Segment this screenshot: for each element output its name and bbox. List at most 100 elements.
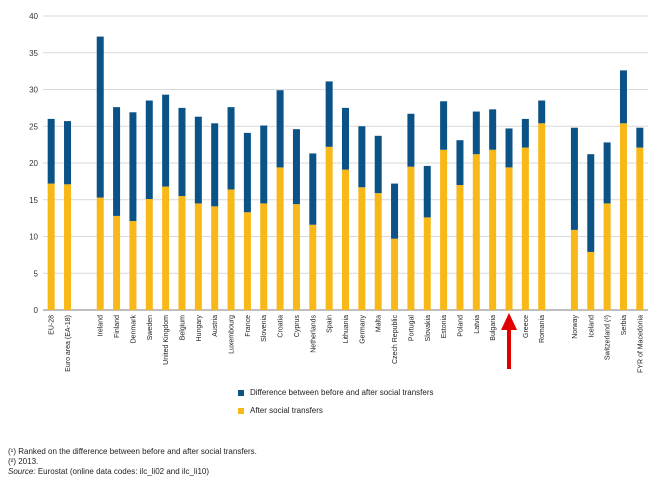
bar-after-17 — [325, 146, 333, 310]
bar-after-9 — [194, 203, 202, 310]
footnote-1: (¹) Ranked on the difference between bef… — [8, 447, 257, 456]
bar-difference-8 — [178, 107, 186, 197]
legend-item-difference: Difference between before and after soci… — [238, 388, 434, 397]
bar-difference-22 — [407, 113, 415, 167]
bar-difference-34 — [603, 142, 611, 204]
source-label: Source: — [8, 467, 36, 476]
bar-after-10 — [211, 206, 219, 310]
bar-difference-19 — [358, 126, 366, 188]
annotation-arrow-head — [501, 313, 518, 330]
bar-after-35 — [619, 123, 627, 310]
bar-difference-0 — [47, 118, 55, 184]
y-tick-label-25: 25 — [29, 122, 38, 131]
bar-difference-16 — [309, 153, 317, 225]
x-tick-label-17: Spain — [327, 315, 334, 333]
bar-after-20 — [374, 193, 382, 310]
x-tick-label-4: Finland — [114, 315, 121, 338]
bar-difference-3 — [96, 36, 104, 198]
source-text: Eurostat (online data codes: ilc_li02 an… — [37, 467, 210, 476]
bar-after-7 — [162, 186, 170, 310]
bar-after-21 — [391, 238, 399, 310]
y-tick-label-15: 15 — [29, 196, 38, 205]
bar-difference-26 — [472, 111, 480, 155]
x-tick-label-33: Iceland — [588, 315, 595, 338]
y-tick-label-10: 10 — [29, 233, 38, 242]
bar-after-1 — [64, 184, 72, 310]
footnotes: (¹) Ranked on the difference between bef… — [8, 447, 257, 477]
x-tick-label-11: Luxembourg — [229, 315, 236, 354]
x-tick-label-26: Latvia — [474, 315, 481, 334]
bar-after-15 — [292, 204, 300, 310]
bar-difference-28 — [505, 128, 513, 168]
bar-difference-18 — [342, 107, 349, 170]
bar-difference-6 — [145, 100, 153, 200]
bar-difference-21 — [391, 183, 399, 239]
bar-after-8 — [178, 196, 186, 310]
source-line: Source: Eurostat (online data codes: ilc… — [8, 467, 257, 477]
bar-after-26 — [472, 154, 480, 310]
x-tick-label-13: Slovenia — [261, 315, 268, 342]
bar-difference-32 — [570, 127, 578, 230]
x-tick-label-24: Estonia — [441, 315, 448, 338]
bar-difference-33 — [587, 154, 595, 252]
x-tick-label-5: Denmark — [130, 315, 137, 344]
bar-after-14 — [276, 167, 284, 310]
bar-difference-25 — [456, 140, 464, 186]
y-tick-label-0: 0 — [34, 306, 39, 315]
footnote-2: (²) 2013. — [8, 457, 39, 466]
x-tick-label-34: Switzerland (²) — [605, 315, 612, 360]
bar-difference-23 — [423, 165, 431, 218]
x-tick-label-35: Serbia — [621, 315, 628, 335]
bar-after-5 — [129, 221, 137, 310]
x-tick-label-19: Germany — [359, 315, 366, 344]
y-tick-label-5: 5 — [34, 269, 39, 278]
bar-after-11 — [227, 189, 235, 310]
bar-after-6 — [145, 199, 153, 310]
bar-difference-24 — [440, 101, 448, 150]
bar-difference-15 — [292, 129, 300, 205]
x-tick-label-3: Ireland — [98, 315, 105, 337]
x-tick-label-30: Romania — [539, 315, 546, 343]
x-tick-label-12: France — [245, 315, 252, 337]
y-tick-label-40: 40 — [29, 12, 38, 21]
bar-after-25 — [456, 185, 464, 310]
x-tick-label-0: EU-28 — [49, 315, 56, 335]
legend-label-difference: Difference between before and after soci… — [250, 388, 434, 397]
bar-difference-7 — [162, 94, 170, 187]
bar-after-34 — [603, 203, 611, 310]
bar-difference-36 — [636, 127, 644, 148]
x-tick-label-25: Poland — [457, 315, 464, 337]
bar-after-32 — [570, 229, 578, 310]
x-tick-label-15: Cyprus — [294, 315, 301, 338]
legend-swatch-difference — [238, 389, 244, 396]
bar-after-12 — [243, 212, 251, 310]
x-tick-label-27: Bulgaria — [490, 315, 497, 341]
legend-swatch-after — [238, 407, 244, 414]
x-tick-label-14: Croatia — [278, 315, 285, 338]
bar-after-27 — [489, 149, 497, 310]
x-tick-label-18: Lithuania — [343, 315, 350, 344]
x-tick-label-32: Norway — [572, 315, 579, 339]
x-tick-label-22: Portugal — [408, 315, 415, 342]
y-tick-label-35: 35 — [29, 49, 38, 58]
x-tick-label-10: Austria — [212, 315, 219, 337]
bar-after-3 — [96, 197, 104, 310]
x-tick-label-8: Belgium — [179, 315, 186, 340]
bar-difference-20 — [374, 135, 382, 194]
bar-after-30 — [538, 123, 546, 310]
bar-difference-17 — [325, 81, 333, 147]
x-tick-label-36: FYR of Macedonia — [637, 315, 644, 373]
bar-difference-27 — [489, 109, 497, 150]
x-tick-label-1: Euro area (EA-18) — [65, 315, 72, 372]
bar-difference-13 — [260, 125, 268, 204]
bar-after-23 — [423, 217, 431, 310]
bar-difference-5 — [129, 112, 137, 222]
x-tick-label-6: Sweden — [147, 315, 154, 340]
bar-difference-35 — [619, 70, 627, 124]
legend-item-after: After social transfers — [238, 406, 323, 415]
bar-difference-4 — [113, 107, 121, 216]
bar-difference-14 — [276, 90, 284, 168]
bar-difference-9 — [194, 116, 202, 204]
x-tick-label-23: Slovakia — [425, 315, 432, 342]
